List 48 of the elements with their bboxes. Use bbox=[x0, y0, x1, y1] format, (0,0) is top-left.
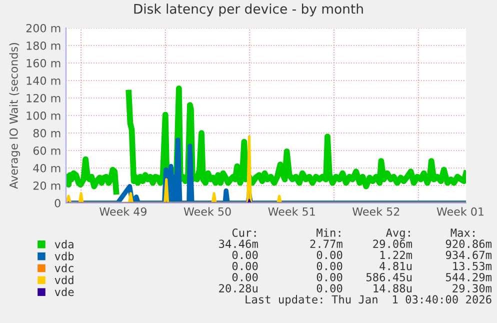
text: 934.67m bbox=[446, 250, 492, 260]
text: Avg: bbox=[386, 228, 410, 240]
text: 2.77m bbox=[310, 240, 342, 248]
text: 0.00 bbox=[316, 250, 342, 260]
text: 29.30m bbox=[452, 284, 492, 292]
y-tick-label: 60 m bbox=[33, 146, 60, 155]
y-tick-label: 80 m bbox=[33, 128, 60, 138]
y-tick-label: 180 m bbox=[26, 41, 60, 50]
text: 0.00 bbox=[316, 262, 342, 270]
text: 20.28u bbox=[219, 284, 258, 292]
text: 29.06m bbox=[373, 240, 412, 248]
y-tick-label: 200 m bbox=[26, 24, 60, 32]
text: 586.45u bbox=[366, 272, 412, 282]
text: 34.46m bbox=[219, 240, 258, 248]
text: 544.29m bbox=[446, 272, 492, 282]
x-tick-label: Week 50 bbox=[184, 207, 231, 216]
y-tick-label: 140 m bbox=[26, 76, 60, 85]
chart-title: Disk latency per device - by month bbox=[134, 4, 363, 16]
text: 4.81u bbox=[380, 262, 412, 270]
text: 13.53m bbox=[453, 262, 492, 270]
y-tick-label: 20 m bbox=[33, 181, 60, 190]
text: 0.00 bbox=[232, 262, 258, 270]
text: 0.00 bbox=[232, 272, 258, 282]
legend-label: vdd bbox=[54, 276, 74, 284]
y-tick-label: 100 m bbox=[26, 111, 60, 120]
text: 14.88u bbox=[374, 284, 412, 292]
legend-label: vda bbox=[54, 240, 74, 248]
legend-label: vdc bbox=[54, 264, 74, 272]
y-tick-label: 120 m bbox=[26, 94, 60, 102]
x-tick-label: Week 52 bbox=[352, 207, 400, 216]
x-tick-label: Week 01 bbox=[436, 207, 484, 216]
text: 0.00 bbox=[316, 272, 342, 282]
y-axis-title: Average IO Wait (seconds) bbox=[9, 43, 20, 189]
text: 920.86m bbox=[446, 240, 492, 248]
text: Min: bbox=[316, 228, 340, 237]
x-tick-label: Week 49 bbox=[100, 207, 146, 216]
text: Last update: Thu Jan 1 03:40:00 2026 bbox=[246, 294, 492, 306]
text: 0.00 bbox=[316, 284, 342, 292]
legend-label: vde bbox=[54, 288, 74, 296]
x-tick-label: Week 51 bbox=[268, 207, 315, 216]
text: 0.00 bbox=[232, 250, 258, 260]
text: 1.22m bbox=[380, 250, 412, 259]
y-tick-label: 0 bbox=[54, 198, 60, 208]
text: Max: bbox=[450, 228, 474, 237]
y-tick-label: 160 m bbox=[26, 58, 60, 68]
legend-label: vdb bbox=[54, 252, 74, 260]
text: Cur: bbox=[232, 228, 256, 237]
y-tick-label: 40 m bbox=[33, 164, 60, 172]
